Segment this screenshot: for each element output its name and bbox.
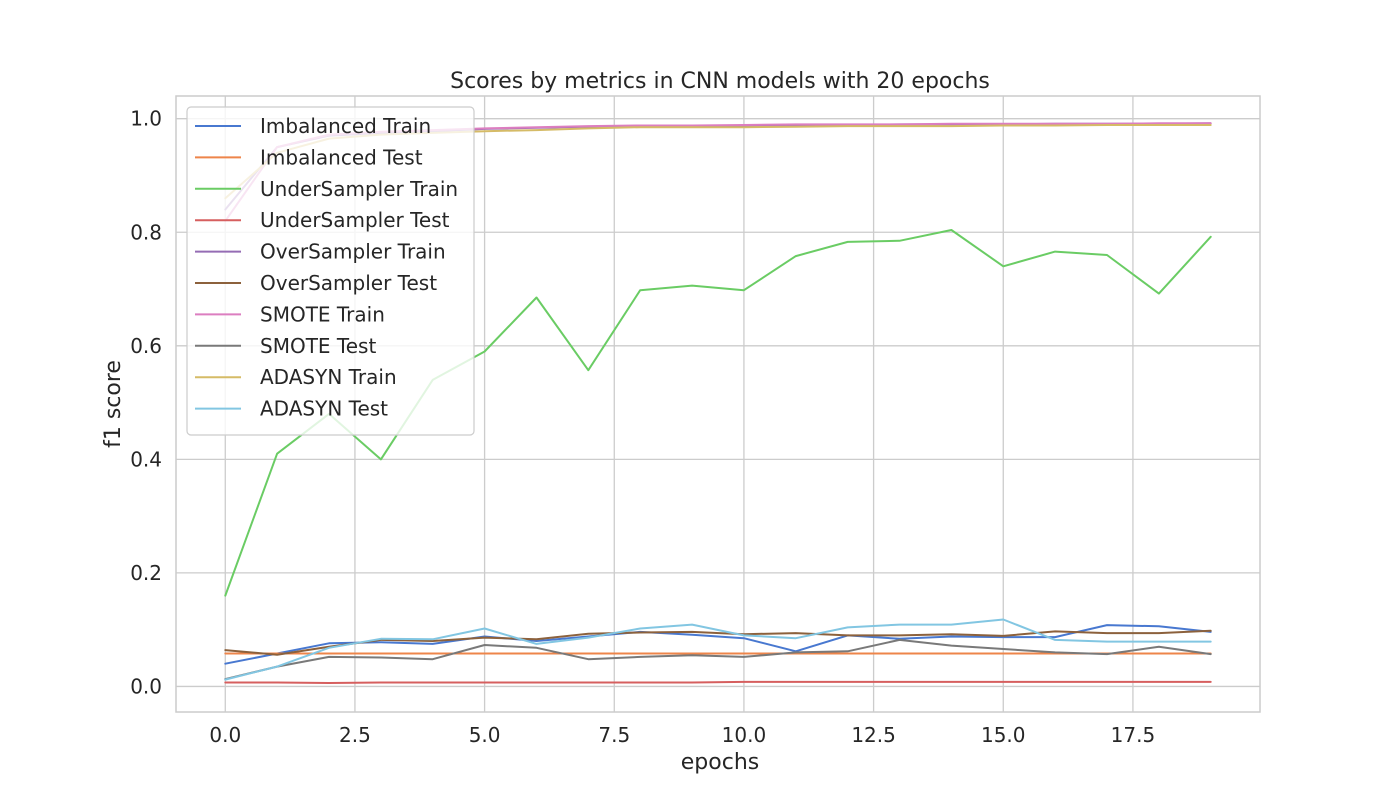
legend-label: Imbalanced Train — [260, 114, 431, 138]
series-line — [224, 680, 1212, 684]
legend-label: OverSampler Test — [260, 271, 437, 295]
series-line — [224, 638, 1212, 681]
y-tick-label: 0.0 — [130, 674, 162, 698]
x-tick-label: 2.5 — [339, 723, 371, 747]
legend-label: SMOTE Test — [260, 334, 376, 358]
legend-label: ADASYN Train — [260, 365, 397, 389]
plot-frame — [175, 95, 1261, 713]
legend-label: OverSampler Train — [260, 240, 446, 264]
legend-box — [186, 106, 475, 436]
series-line — [224, 229, 1212, 597]
x-tick-label: 17.5 — [1111, 723, 1156, 747]
legend-label: UnderSampler Test — [260, 208, 450, 232]
legend: Imbalanced Train Imbalanced Test UnderSamp… — [186, 106, 475, 436]
series-line — [224, 629, 1212, 656]
chart-title: Scores by metrics in CNN models with 20 … — [450, 69, 990, 94]
y-tick-label: 0.4 — [130, 447, 162, 471]
legend-label: UnderSampler Train — [260, 177, 458, 201]
x-tick-label: 12.5 — [851, 723, 896, 747]
x-tick-labels: 0.0 2.5 5.0 7.5 10.0 12.5 15.0 17.5 — [209, 723, 1155, 747]
x-tick-label: 5.0 — [469, 723, 501, 747]
y-tick-label: 0.2 — [130, 561, 162, 585]
y-tick-label: 1.0 — [130, 107, 162, 131]
y-tick-label: 0.6 — [130, 334, 162, 358]
x-axis-label: epochs — [681, 750, 759, 775]
y-axis-label: f1 score — [101, 360, 126, 448]
legend-label: ADASYN Test — [260, 397, 388, 421]
legend-label: SMOTE Train — [260, 302, 385, 326]
y-tick-labels: 0.0 0.2 0.4 0.6 0.8 1.0 — [130, 107, 162, 699]
x-tick-label: 0.0 — [209, 723, 241, 747]
x-tick-label: 10.0 — [722, 723, 767, 747]
x-tick-label: 7.5 — [598, 723, 630, 747]
x-tick-label: 15.0 — [981, 723, 1026, 747]
grid — [176, 96, 1260, 712]
series-line — [224, 618, 1212, 681]
legend-label: Imbalanced Test — [260, 145, 423, 169]
y-tick-label: 0.8 — [130, 220, 162, 244]
